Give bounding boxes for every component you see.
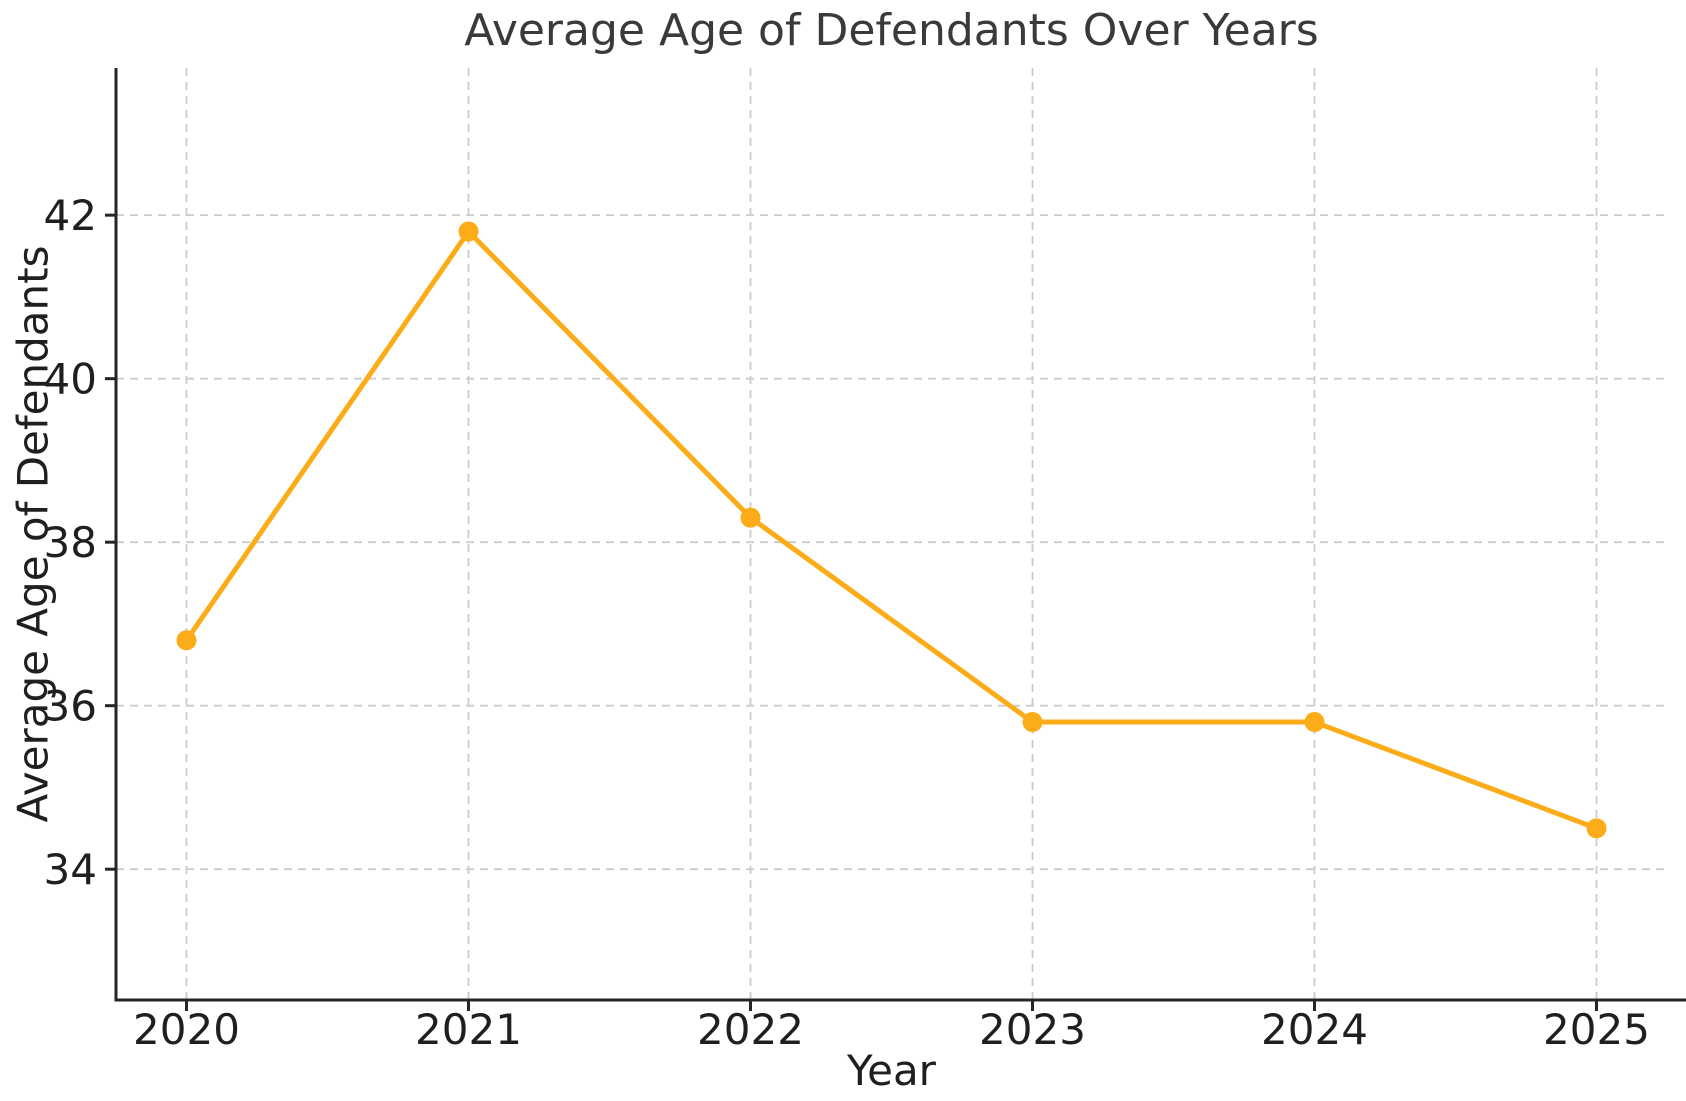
x-tick-label-2020: 2020 — [133, 1005, 240, 1054]
x-tick-label-2023: 2023 — [979, 1005, 1086, 1054]
axis-spines — [114, 68, 1686, 1002]
data-point-2022 — [740, 507, 761, 528]
y-tick-label-38: 38 — [44, 518, 97, 567]
data-points — [176, 221, 1607, 839]
x-tick-label-2021: 2021 — [415, 1005, 522, 1054]
tick-marks — [105, 213, 1598, 1011]
data-point-2020 — [176, 630, 197, 651]
x-tick-label-2022: 2022 — [697, 1005, 804, 1054]
y-tick-label-40: 40 — [44, 355, 97, 404]
data-line — [184, 229, 1599, 831]
data-point-2021 — [458, 221, 479, 242]
chart-title: Average Age of Defendants Over Years — [464, 5, 1319, 56]
x-axis-label: Year — [847, 1046, 936, 1095]
x-tick-label-2024: 2024 — [1261, 1005, 1368, 1054]
y-tick-label-42: 42 — [44, 191, 97, 240]
tick-labels: 34 36 38 40 42 2020 2021 2022 2023 2024 2025 — [44, 191, 1650, 1054]
y-tick-label-34: 34 — [44, 845, 97, 894]
data-point-2023 — [1022, 712, 1043, 733]
x-tick-label-2025: 2025 — [1543, 1005, 1650, 1054]
gridlines — [116, 68, 1667, 1000]
data-point-2025 — [1586, 818, 1607, 839]
data-point-2024 — [1304, 712, 1325, 733]
y-tick-label-36: 36 — [44, 682, 97, 731]
